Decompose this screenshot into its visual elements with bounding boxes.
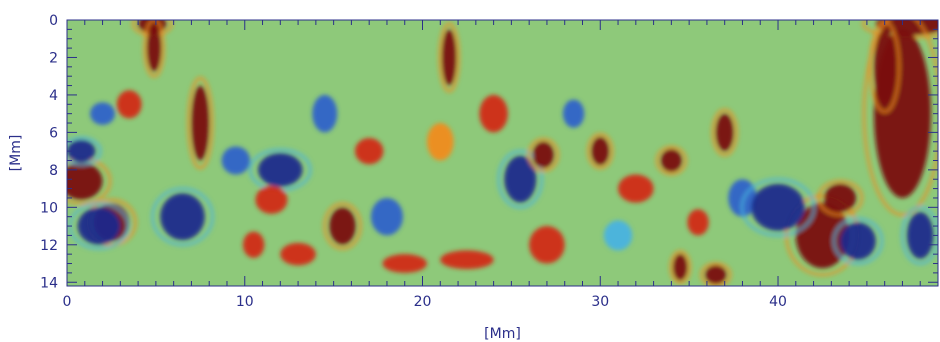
heatmap-feature	[705, 265, 727, 285]
x-tick-label: 30	[591, 294, 609, 310]
heatmap-feature	[370, 197, 403, 236]
y-tick-label: 12	[40, 238, 58, 254]
heatmap-feature	[874, 29, 896, 105]
x-axis-title: [Mm]	[484, 326, 521, 342]
heatmap-features	[67, 20, 938, 286]
heatmap-feature	[715, 113, 734, 152]
heatmap-feature	[660, 149, 683, 172]
heatmap-feature	[603, 220, 633, 251]
heatmap-feature-halo	[438, 22, 461, 93]
heatmap-feature	[440, 250, 494, 270]
heatmap-feature	[529, 226, 565, 264]
heatmap-feature	[751, 183, 805, 231]
heatmap-feature	[479, 94, 508, 133]
heatmap-feature	[504, 155, 537, 203]
heatmap-feature-halo	[655, 145, 688, 176]
heatmap-feature	[90, 102, 115, 125]
heatmap-feature	[442, 29, 457, 86]
heatmap-feature	[280, 242, 316, 266]
heatmap-feature-halo	[67, 136, 102, 167]
heatmap-feature	[532, 141, 555, 168]
heatmap-feature	[591, 137, 610, 166]
heatmap-feature	[382, 254, 427, 273]
y-tick-label: 0	[49, 13, 58, 29]
heatmap-feature-halo	[527, 137, 560, 173]
x-tick-label: 20	[414, 294, 432, 310]
heatmap-feature-halo	[497, 149, 544, 209]
heatmap-feature-halo	[711, 108, 739, 157]
y-axis-ticks	[67, 19, 938, 283]
x-tick-label: 10	[236, 294, 254, 310]
heatmap-feature	[426, 123, 454, 161]
heatmap-feature	[67, 139, 96, 163]
heatmap-feature	[255, 185, 288, 214]
heatmap-feature	[618, 174, 654, 203]
y-tick-label: 8	[49, 163, 58, 179]
heatmap-feature-halo	[817, 179, 864, 217]
heatmap-feature	[687, 209, 709, 236]
heatmap-feature	[906, 212, 934, 259]
y-tick-label: 10	[40, 200, 58, 216]
heatmap-feature	[221, 146, 251, 175]
y-axis-tick-labels: 0 2 4 6 8 10 12 14	[40, 13, 58, 291]
y-tick-label: 6	[49, 125, 58, 141]
heatmap-background	[67, 20, 938, 286]
heatmap-feature-halo	[900, 205, 938, 266]
heatmap-feature-halo	[740, 177, 816, 237]
heatmap-feature	[242, 231, 265, 258]
x-tick-label: 40	[769, 294, 787, 310]
y-tick-label: 14	[40, 275, 58, 291]
heatmap-feature	[824, 183, 857, 213]
heatmap-feature-halo	[151, 187, 215, 247]
heatmap-feature-halo	[669, 250, 692, 285]
heatmap-feature-halo	[862, 20, 938, 217]
heatmap-feature	[191, 85, 210, 161]
x-tick-label: 0	[63, 294, 72, 310]
y-axis-title: [Mm]	[8, 135, 24, 172]
x-axis-tick-labels: 0 10 20 30 40	[63, 294, 787, 310]
heatmap-feature	[354, 138, 384, 165]
plot-frame	[66, 19, 939, 287]
heatmap-feature-halo	[186, 76, 214, 170]
y-tick-label: 2	[49, 50, 58, 66]
heatmap-feature	[160, 193, 205, 241]
heatmap-feature	[312, 94, 338, 133]
heatmap-feature	[329, 207, 356, 245]
heatmap-feature	[875, 20, 938, 35]
y-tick-label: 4	[49, 88, 58, 104]
heatmap-feature-halo	[143, 20, 166, 78]
heatmap-feature	[840, 222, 876, 260]
heatmap-feature	[116, 90, 142, 119]
heatmap-feature	[67, 162, 103, 200]
x-axis-ticks	[66, 20, 939, 286]
heatmap-feature-halo	[323, 202, 363, 251]
heatmap-feature-halo	[832, 217, 884, 266]
heatmap-feature	[146, 24, 162, 72]
heatmap-feature	[258, 153, 303, 187]
heatmap-feature	[562, 99, 585, 128]
heatmap-feature	[673, 254, 688, 281]
heatmap-feature-halo	[586, 132, 614, 170]
heatmap-feature	[77, 207, 121, 245]
